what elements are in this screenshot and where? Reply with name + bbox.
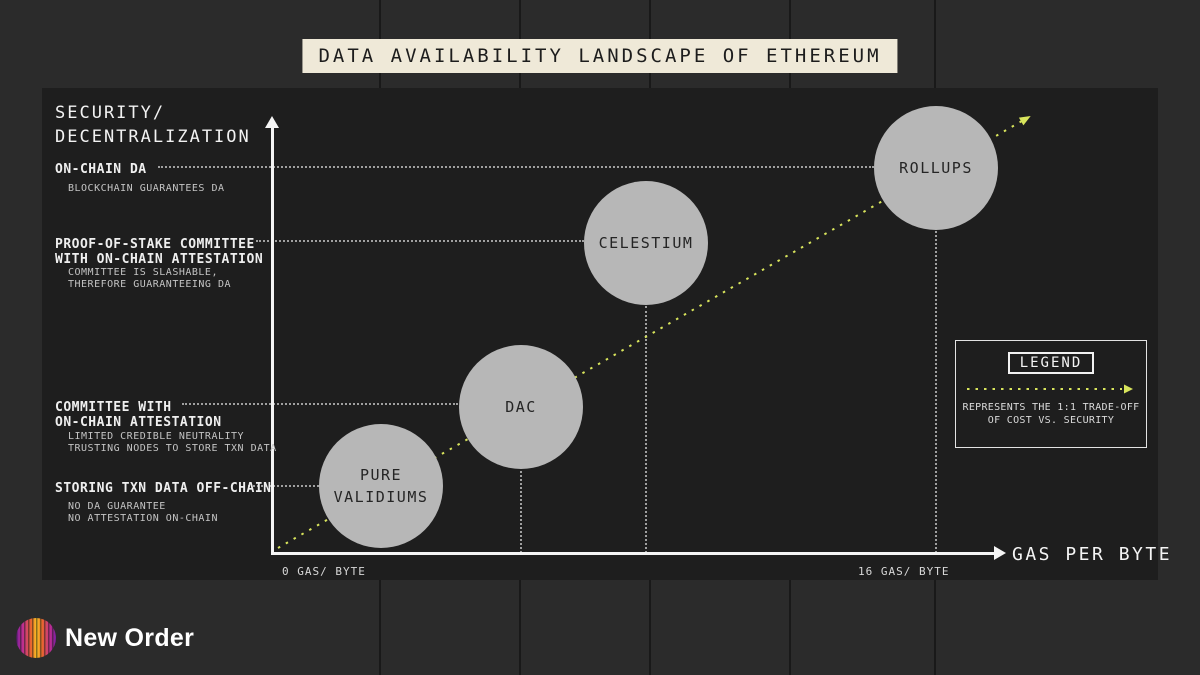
brand-footer: New Order [16,618,194,658]
x-axis-arrow-icon [994,546,1006,560]
level-label-offchain: STORING TXN DATA OFF-CHAIN [55,481,272,496]
data-point-celestium: CELESTIUM [584,181,708,305]
level-note-committee: LIMITED CREDIBLE NEUTRALITY TRUSTING NOD… [68,431,277,454]
level-guide-line-pos-committee [256,240,584,242]
y-axis-title: SECURITY/ DECENTRALIZATION [55,103,251,147]
legend-description: REPRESENTS THE 1:1 TRADE-OFF OF COST VS.… [962,402,1140,426]
legend-box: LEGEND REPRESENTS THE 1:1 TRADE-OFF OF C… [955,340,1147,448]
y-axis-line [271,128,274,555]
brand-name: New Order [65,623,195,652]
data-point-rollups: ROLLUPS [874,106,998,230]
point-guide-line-celestium [645,306,647,553]
level-guide-line-onchain-da [158,166,874,168]
level-guide-line-committee [182,403,458,405]
level-note-pos-committee: COMMITTEE IS SLASHABLE, THEREFORE GUARAN… [68,267,232,290]
level-label-onchain-da: ON-CHAIN DA [55,162,147,177]
chart-title: DATA AVAILABILITY LANDSCAPE OF ETHEREUM [302,39,898,73]
x-tick-max: 16 GAS/ BYTE [858,565,950,578]
point-guide-line-dac [520,471,522,553]
level-label-committee: COMMITTEE WITH ON-CHAIN ATTESTATION [55,400,222,430]
x-tick-min: 0 GAS/ BYTE [282,565,366,578]
new-order-logo-icon [16,618,56,658]
x-axis-line [271,552,995,555]
level-label-pos-committee: PROOF-OF-STAKE COMMITTEE WITH ON-CHAIN A… [55,237,264,267]
data-point-dac: DAC [459,345,583,469]
point-guide-line-rollups [935,231,937,553]
y-axis-arrow-icon [265,116,279,128]
legend-dotted-arrow-icon [965,382,1137,396]
x-axis-title: GAS PER BYTE [1012,544,1173,565]
level-note-offchain: NO DA GUARANTEE NO ATTESTATION ON-CHAIN [68,501,218,524]
level-note-onchain-da: BLOCKCHAIN GUARANTEES DA [68,183,225,194]
data-point-pure-validiums: PURE VALIDIUMS [319,424,443,548]
legend-title: LEGEND [1007,352,1095,374]
